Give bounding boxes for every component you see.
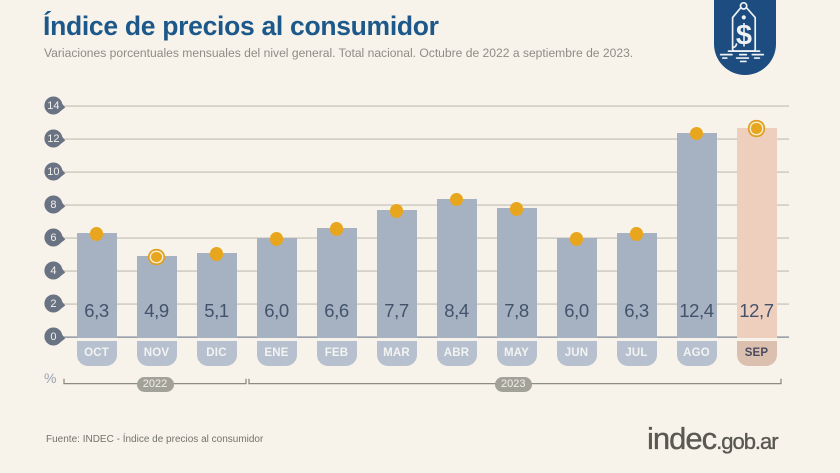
svg-text:10: 10 xyxy=(47,166,59,178)
svg-text:8: 8 xyxy=(50,199,56,211)
svg-text:$: $ xyxy=(736,20,752,52)
svg-text:14: 14 xyxy=(47,100,59,112)
svg-text:12: 12 xyxy=(47,133,59,145)
svg-text:4: 4 xyxy=(50,265,56,277)
svg-text:2: 2 xyxy=(50,298,56,310)
svg-text:0: 0 xyxy=(50,331,56,343)
svg-text:6: 6 xyxy=(50,232,56,244)
